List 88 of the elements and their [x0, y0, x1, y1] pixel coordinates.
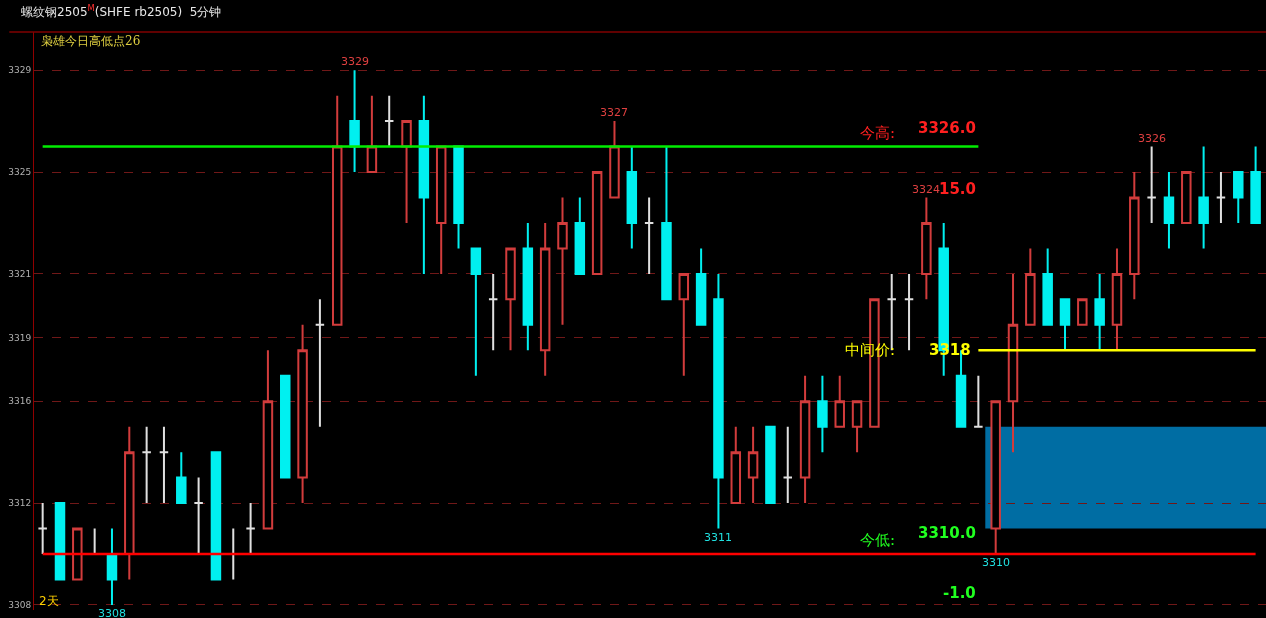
candlestick [695, 247, 707, 326]
candlestick [314, 298, 326, 428]
candlestick [851, 400, 863, 454]
candlestick [124, 425, 135, 581]
candlestick [765, 425, 776, 505]
candlestick [245, 502, 256, 555]
text: 3308 [98, 607, 126, 618]
candlestick [280, 374, 291, 479]
chart-subtitle: 枭雄今日高低点26 [41, 34, 141, 48]
candlestick [262, 349, 274, 530]
candlestick [1129, 171, 1140, 301]
candlestick [106, 527, 118, 606]
candlestick [349, 69, 360, 174]
candlestick [574, 196, 586, 275]
candlestick [505, 247, 516, 352]
candlestick [193, 476, 204, 555]
annotation: 15.0 [939, 180, 977, 198]
chart-title: 螺纹钢2505$^{M}$(SHFE rb2505) 5分钟 [21, 3, 222, 20]
candlestick [1077, 298, 1088, 326]
text: 3326 [1138, 132, 1166, 145]
candlestick [678, 272, 690, 377]
ref-line-label: 今低: [860, 531, 896, 549]
candlestick [383, 94, 395, 148]
candlestick [453, 145, 464, 250]
annotation: 3310.0 [918, 524, 976, 542]
candlestick [834, 374, 845, 428]
candlestick [176, 451, 187, 505]
y-tick-label: 3325 [8, 167, 32, 178]
candlestick [54, 502, 66, 581]
candlestick [1146, 145, 1157, 224]
candlestick [747, 425, 759, 505]
candlestick [1215, 171, 1227, 224]
candlestick [418, 94, 430, 275]
candlestick [661, 145, 672, 301]
candlestick [626, 145, 638, 250]
text: 3324 [912, 183, 940, 196]
candlestick [1163, 171, 1175, 250]
candlestick [331, 94, 343, 326]
candlestick [990, 400, 1001, 555]
candlestick [1250, 145, 1261, 224]
candlestick [37, 502, 48, 555]
candlestick [903, 272, 915, 352]
text: 3311 [704, 531, 732, 544]
candlestick [1181, 171, 1192, 224]
y-tick-label: 3321 [8, 269, 32, 280]
candlestick [1111, 247, 1123, 352]
candlestick [210, 451, 222, 581]
annotation: 3326.0 [918, 119, 976, 137]
candlestick [782, 425, 793, 505]
text: 3327 [600, 106, 628, 119]
candlestick [973, 374, 984, 428]
candlestick [435, 145, 447, 275]
candlestick [1042, 247, 1053, 326]
candlestick [817, 374, 828, 454]
annotation: 2天 [39, 594, 59, 608]
candlestick [141, 425, 152, 505]
candlestick [557, 196, 568, 326]
candlestick [730, 425, 742, 505]
candlestick [643, 196, 655, 275]
candlestick [1233, 171, 1244, 224]
candlestick [401, 120, 412, 224]
candlestick [713, 272, 724, 530]
candlestick [72, 527, 83, 581]
y-tick-label: 3329 [8, 65, 32, 76]
candlestick [1025, 247, 1036, 326]
candlestick [799, 374, 811, 505]
candlestick [1094, 272, 1105, 352]
y-tick-label: 3308 [8, 600, 32, 611]
candlestick [1059, 298, 1071, 352]
y-tick-label: 3312 [8, 498, 32, 509]
annotation: -1.0 [943, 584, 976, 602]
candlestick [470, 247, 482, 377]
candlestick [522, 221, 534, 352]
y-tick-label: 3319 [8, 332, 32, 343]
candlestick [591, 171, 603, 275]
candlestick [366, 94, 378, 174]
candlestick [158, 425, 170, 505]
candlestick [609, 120, 620, 199]
candlestick [1198, 145, 1209, 250]
y-tick-label: 3316 [8, 396, 32, 407]
text: 3329 [341, 55, 369, 68]
text: 3310 [982, 556, 1010, 569]
ref-line-label: 今高: [860, 124, 896, 142]
candlestick [487, 272, 499, 352]
candlestick [297, 323, 308, 505]
candlestick [921, 196, 932, 301]
candlestick [1007, 272, 1019, 454]
candlestick [539, 221, 551, 377]
